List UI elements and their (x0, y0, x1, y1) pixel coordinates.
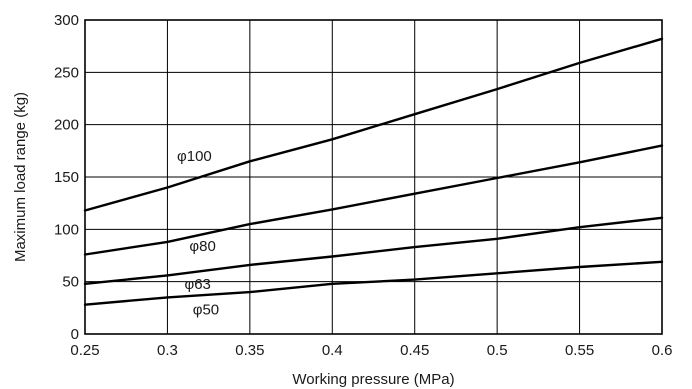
x-tick-label: 0.45 (400, 342, 429, 359)
y-axis-title: Maximum load range (kg) (12, 92, 29, 262)
x-tick-label: 0.3 (157, 342, 178, 359)
y-tick-label: 50 (62, 274, 79, 291)
x-tick-label: 0.4 (322, 342, 343, 359)
x-tick-label: 0.25 (70, 342, 99, 359)
series-label: φ50 (193, 302, 219, 319)
series-line-1 (83, 37, 664, 212)
series-line-3 (83, 216, 664, 285)
tick-labels: 0.25 0.3 0.35 0.4 0.45 0.5 0.55 0.6 0 50 100 150 200… (54, 12, 672, 359)
y-tick-label: 0 (71, 326, 79, 343)
x-tick-label: 0.5 (487, 342, 508, 359)
series-labels: φ100 φ80 φ63 φ50 (177, 148, 219, 319)
series-curves (83, 37, 664, 306)
y-tick-label: 200 (54, 117, 79, 134)
series-label: φ63 (184, 276, 210, 293)
plot-frame (84, 19, 663, 335)
y-tick-label: 250 (54, 64, 79, 81)
grid (84, 19, 663, 335)
series-line-2 (83, 144, 664, 256)
y-tick-label: 150 (54, 169, 79, 186)
x-axis-title: Working pressure (MPa) (292, 371, 454, 388)
x-tick-label: 0.35 (235, 342, 264, 359)
y-tick-label: 300 (54, 12, 79, 29)
y-tick-label: 100 (54, 221, 79, 238)
x-tick-label: 0.55 (565, 342, 594, 359)
series-label: φ100 (177, 148, 212, 165)
series-line-4 (83, 260, 664, 306)
x-tick-label: 0.6 (652, 342, 673, 359)
series-label: φ80 (189, 238, 215, 255)
